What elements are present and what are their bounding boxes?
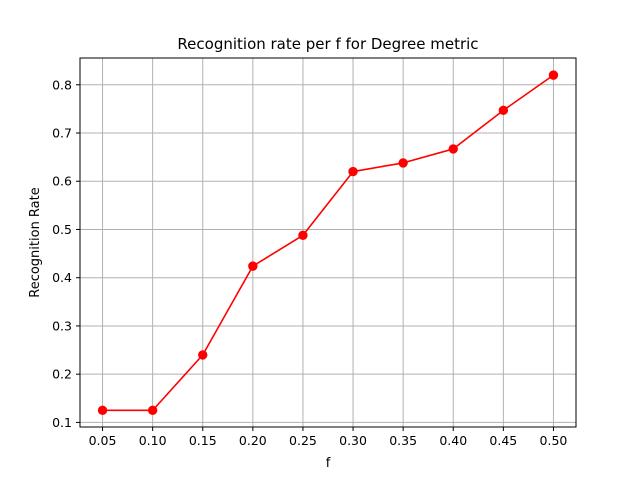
data-point xyxy=(298,230,308,240)
y-tick-label: 0.7 xyxy=(52,126,72,141)
x-tick-label: 0.30 xyxy=(339,433,367,448)
data-point xyxy=(147,405,158,416)
x-tick-label: 0.35 xyxy=(389,433,417,448)
x-tick-label: 0.40 xyxy=(439,433,467,448)
y-tick-label: 0.8 xyxy=(52,77,72,92)
series-layer xyxy=(97,70,559,416)
x-tick-label: 0.15 xyxy=(189,433,217,448)
data-point xyxy=(97,405,108,416)
series-line xyxy=(102,74,554,412)
x-tick-label: 0.45 xyxy=(489,433,517,448)
y-tick-label: 0.5 xyxy=(52,222,72,237)
x-tick-label: 0.05 xyxy=(89,433,117,448)
axis-ticks: 0.05 0.10 0.15 0.20 0.25 0.30 0.35 0.40 0.45 0.50… xyxy=(52,77,567,448)
data-point xyxy=(448,144,458,154)
data-point xyxy=(198,350,208,360)
y-tick-label: 0.2 xyxy=(52,367,72,382)
y-axis-label: Recognition Rate xyxy=(28,187,43,298)
chart-title: Recognition rate per f for Degree metric xyxy=(177,35,478,53)
x-tick-label: 0.10 xyxy=(139,433,167,448)
data-point xyxy=(548,70,559,80)
data-point xyxy=(248,261,258,271)
y-tick-label: 0.6 xyxy=(52,174,72,189)
y-tick-label: 0.4 xyxy=(52,270,72,285)
data-point xyxy=(398,158,408,168)
grid-lines xyxy=(80,58,576,427)
y-tick-label: 0.3 xyxy=(52,318,72,333)
x-tick-label: 0.50 xyxy=(540,433,568,448)
x-axis-label: f xyxy=(326,456,331,471)
x-tick-label: 0.20 xyxy=(239,433,267,448)
x-tick-label: 0.25 xyxy=(289,433,317,448)
data-point xyxy=(348,166,358,177)
plot-frame xyxy=(79,57,577,428)
y-tick-label: 0.1 xyxy=(52,415,72,430)
data-point xyxy=(498,105,509,116)
